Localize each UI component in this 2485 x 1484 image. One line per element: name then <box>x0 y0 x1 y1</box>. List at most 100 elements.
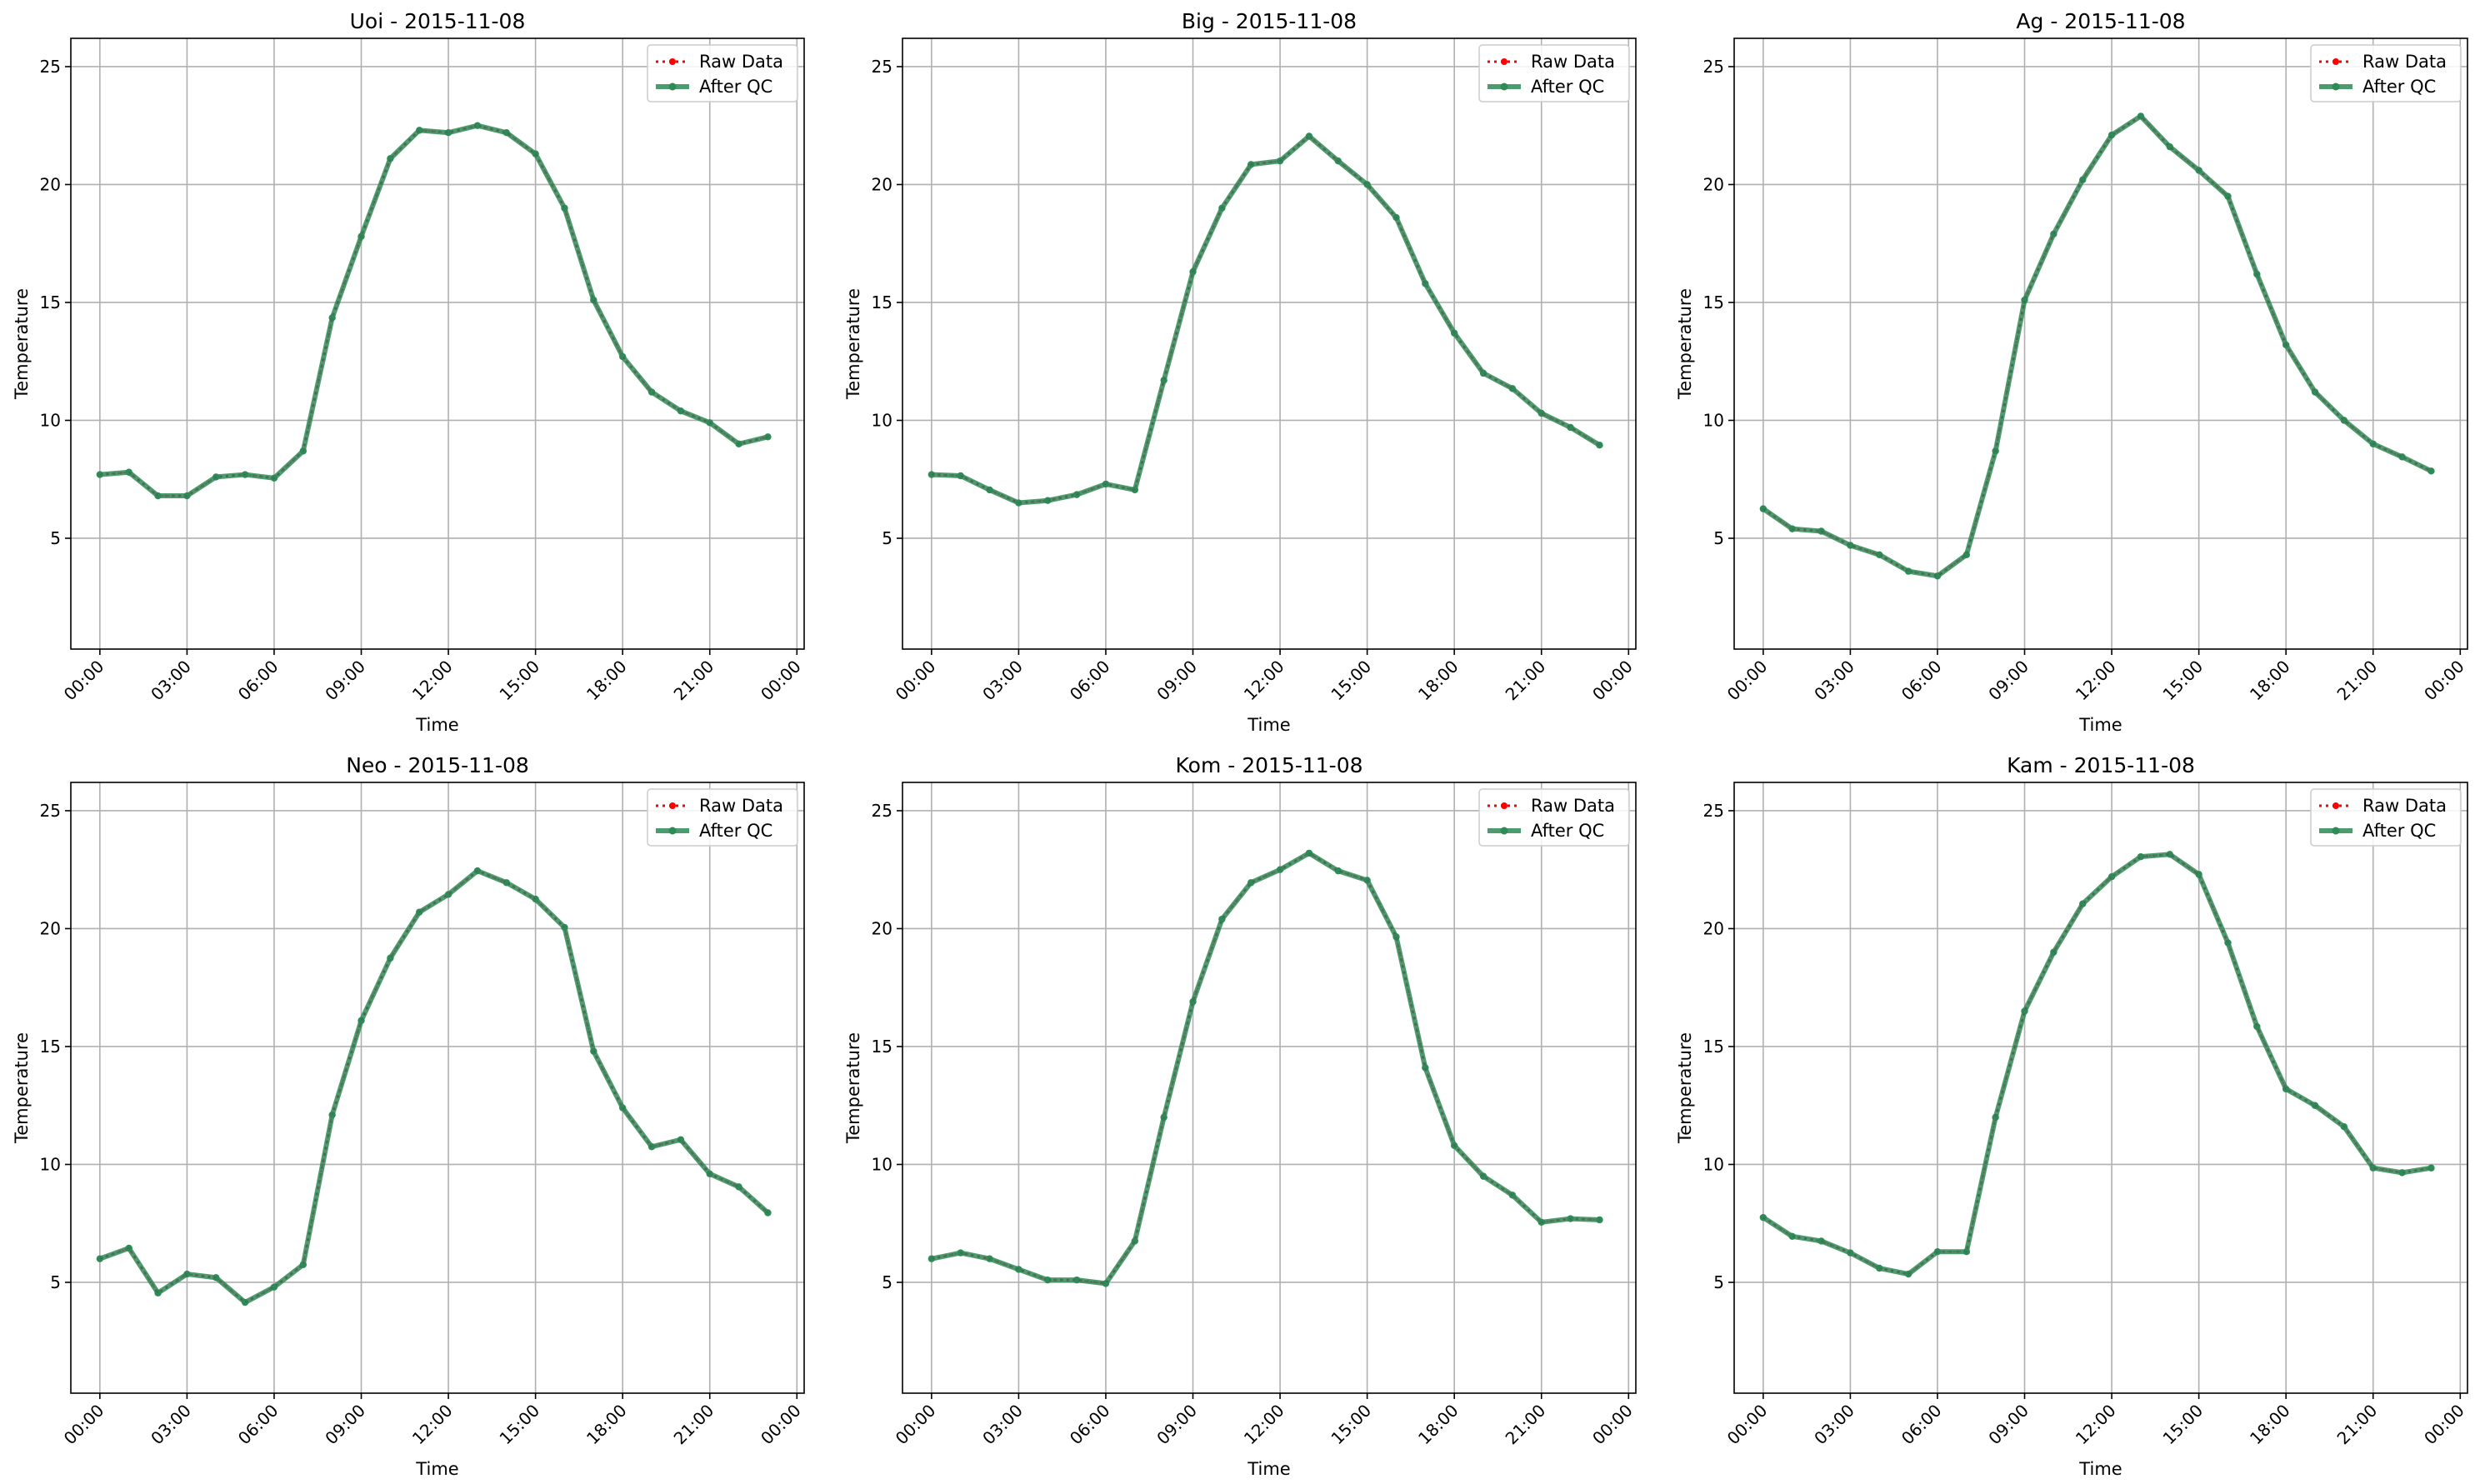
y-axis-label: Temperature <box>843 288 863 400</box>
x-tick-label: 12:00 <box>1240 1401 1288 1449</box>
x-tick-label: 00:00 <box>757 1401 805 1449</box>
x-tick-label: 06:00 <box>1066 1401 1114 1449</box>
y-tick-label: 25 <box>872 57 892 77</box>
legend: Raw Data After QC <box>647 788 798 847</box>
y-tick-label: 10 <box>40 1154 61 1174</box>
x-tick-label: 00:00 <box>892 1401 940 1449</box>
x-tick-label: 18:00 <box>2246 657 2294 705</box>
after-qc-point <box>2224 192 2232 200</box>
x-tick-label: 09:00 <box>1984 657 2032 705</box>
x-axis-label: Time <box>415 715 458 735</box>
plot-frame <box>70 37 805 650</box>
x-tick-label: 03:00 <box>978 657 1027 705</box>
x-tick-label: 03:00 <box>1810 657 1858 705</box>
after-qc-point <box>444 129 452 137</box>
x-tick-label: 21:00 <box>2333 657 2382 705</box>
after-qc-point <box>2398 1169 2406 1177</box>
x-tick-label: 06:00 <box>1066 657 1114 705</box>
x-tick-label: 00:00 <box>60 1401 108 1449</box>
y-tick-label: 20 <box>872 174 892 194</box>
after-qc-point <box>328 314 336 322</box>
y-axis-label: Temperature <box>1675 288 1695 400</box>
x-tick-label: 21:00 <box>670 1401 718 1449</box>
x-tick-label: 09:00 <box>1152 657 1201 705</box>
x-tick-label: 03:00 <box>147 1401 195 1449</box>
legend-label-after-qc: After QC <box>699 77 772 97</box>
plot-frame <box>902 782 1637 1394</box>
y-tick-label: 10 <box>1703 410 1724 430</box>
series-line-raw-data <box>99 124 768 497</box>
x-tick-label: 09:00 <box>321 657 369 705</box>
after-qc-point <box>1847 542 1854 549</box>
legend-label-raw-data: Raw Data <box>1531 796 1615 816</box>
y-axis-label: Temperature <box>12 288 32 400</box>
legend-marker-after-qc <box>668 82 677 91</box>
x-tick-label: 12:00 <box>408 1401 457 1449</box>
x-tick-label: 12:00 <box>2072 1401 2120 1449</box>
x-axis-label: Time <box>1247 1459 1290 1479</box>
x-tick-label: 06:00 <box>234 657 282 705</box>
legend-label-raw-data: Raw Data <box>2362 796 2447 816</box>
after-qc-point <box>561 204 568 212</box>
after-qc-point <box>2253 1022 2261 1031</box>
after-qc-point <box>299 1261 308 1268</box>
y-tick-label: 20 <box>1703 918 1724 938</box>
chart-panel-6: Kam - 2015-11-08 00:00 03:00 06:00 09:00 12:0… <box>1675 753 2468 1479</box>
x-tick-label: 18:00 <box>582 657 631 705</box>
x-tick-label: 21:00 <box>1502 657 1550 705</box>
legend-marker-after-qc <box>2332 827 2340 835</box>
series-line-raw-data <box>1762 852 2432 1276</box>
chart-panel-3: Ag - 2015-11-08 00:00 03:00 06:00 09:00 12:00… <box>1675 9 2468 735</box>
legend-label-raw-data: Raw Data <box>1531 52 1615 72</box>
after-qc-point <box>1596 1216 1603 1224</box>
after-qc-point <box>618 352 627 361</box>
x-tick-label: 21:00 <box>670 657 718 705</box>
after-qc-point <box>1788 1232 1796 1240</box>
after-qc-point <box>1305 849 1313 857</box>
after-qc-point <box>1015 499 1022 507</box>
legend: Raw Data After QC <box>2310 44 2462 102</box>
chart-panel-2: Big - 2015-11-08 00:00 03:00 06:00 09:00 12:0… <box>843 9 1637 735</box>
x-tick-label: 15:00 <box>495 1401 543 1449</box>
x-tick-label: 15:00 <box>1327 1401 1375 1449</box>
after-qc-point <box>1015 1266 1022 1273</box>
x-tick-label: 15:00 <box>1327 657 1375 705</box>
legend-label-after-qc: After QC <box>699 821 772 841</box>
plot-frame <box>902 37 1637 650</box>
series-line-raw-data <box>931 852 1600 1285</box>
after-qc-point <box>1422 1064 1429 1072</box>
chart-panel-5: Kom - 2015-11-08 00:00 03:00 06:00 09:00 12:0… <box>843 753 1637 1479</box>
after-qc-point <box>677 1136 685 1143</box>
legend: Raw Data After QC <box>2310 788 2462 847</box>
y-tick-label: 20 <box>40 918 61 938</box>
legend-marker-after-qc <box>2332 82 2340 91</box>
x-tick-label: 18:00 <box>1414 1401 1462 1449</box>
x-tick-label: 21:00 <box>1502 1401 1550 1449</box>
legend-label-raw-data: Raw Data <box>699 796 783 816</box>
x-tick-label: 00:00 <box>1588 1401 1637 1449</box>
chart-title: Kom - 2015-11-08 <box>1176 753 1363 777</box>
x-axis-label: Time <box>415 1459 458 1479</box>
after-qc-point <box>2166 851 2173 858</box>
legend-marker-raw-data <box>669 58 676 65</box>
after-qc-point <box>125 468 132 476</box>
y-tick-label: 5 <box>50 528 61 548</box>
after-qc-point <box>1189 998 1197 1006</box>
y-tick-label: 15 <box>40 1037 61 1057</box>
series-line-after-qc <box>931 133 1601 506</box>
y-tick-label: 5 <box>1713 528 1724 548</box>
series-line-after-qc <box>931 850 1600 1287</box>
series-line-raw-data-overlay <box>1762 114 2432 577</box>
after-qc-point <box>957 472 964 480</box>
series-line-raw-data <box>99 869 769 1304</box>
y-tick-label: 10 <box>1703 1154 1724 1174</box>
y-tick-label: 25 <box>1703 57 1724 77</box>
y-tick-label: 20 <box>872 918 892 938</box>
legend-label-after-qc: After QC <box>2362 77 2436 97</box>
y-tick-label: 5 <box>1713 1272 1724 1292</box>
after-qc-point <box>358 1017 365 1025</box>
x-tick-label: 00:00 <box>1588 657 1637 705</box>
y-axis-label: Temperature <box>1675 1032 1695 1144</box>
chart-title: Big - 2015-11-08 <box>1182 9 1357 33</box>
